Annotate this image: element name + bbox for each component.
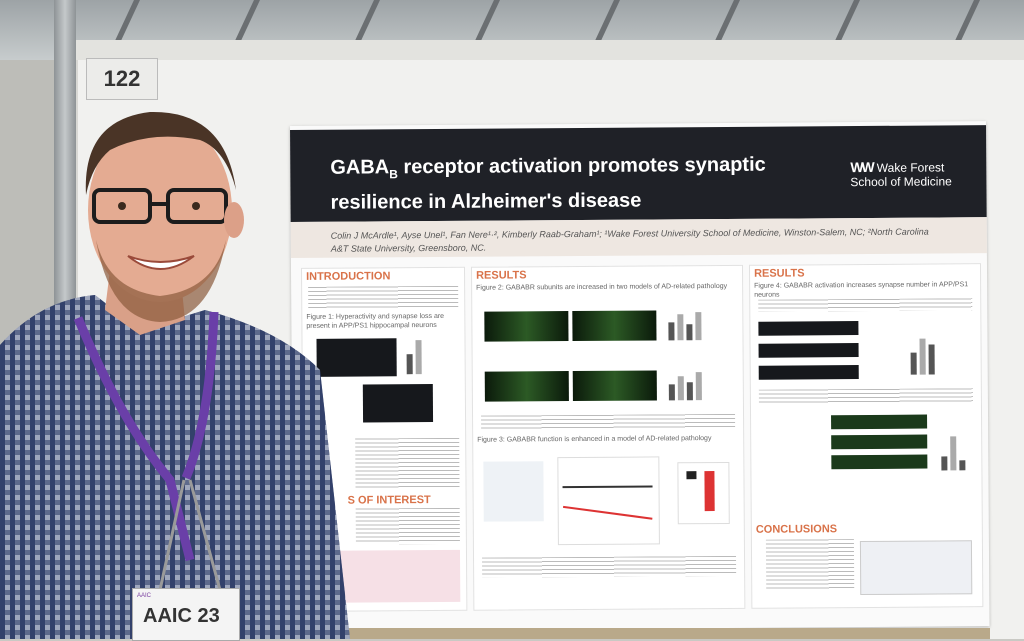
results-heading: RESULTS [476, 269, 527, 282]
wake-forest-logo: WW Wake Forest School of Medicine [850, 158, 952, 190]
research-poster: GABAB receptor activation promotes synap… [290, 121, 990, 631]
results2-heading: RESULTS [754, 267, 805, 280]
poster-header: GABAB receptor activation promotes synap… [290, 125, 987, 222]
poster-title: GABAB receptor activation promotes synap… [330, 153, 766, 214]
figure3-schematic [483, 461, 544, 522]
presenter-person [0, 111, 350, 639]
results-column: RESULTS Figure 2: GABABR subunits are in… [470, 264, 746, 611]
figure4-caption: Figure 4: GABABR activation increases sy… [754, 281, 969, 299]
badge-event-label: AAIC [137, 593, 152, 599]
figure3-trace [557, 456, 660, 546]
badge-logo: AAIC 23 [143, 605, 220, 627]
booth-number: 122 [86, 58, 158, 100]
figure3-caption: Figure 3: GABABR function is enhanced in… [477, 435, 712, 444]
figure2-caption: Figure 2: GABABR subunits are increased … [476, 282, 728, 292]
poster-footer-strip [300, 628, 990, 639]
figure1-image-b [362, 384, 434, 423]
results-column-2: RESULTS Figure 4: GABABR activation incr… [748, 263, 984, 609]
interest-heading: S OF INTEREST [347, 494, 431, 507]
poster-authors: Colin J McArdle¹, Ayse Unel¹, Fan Nere¹·… [290, 217, 987, 258]
figure3-bars [677, 461, 730, 525]
board-frame [76, 40, 1024, 60]
conference-badge: AAIC AAIC 23 [132, 588, 240, 641]
conclusions-heading: CONCLUSIONS [755, 523, 838, 536]
conclusions-diagram [859, 540, 973, 596]
